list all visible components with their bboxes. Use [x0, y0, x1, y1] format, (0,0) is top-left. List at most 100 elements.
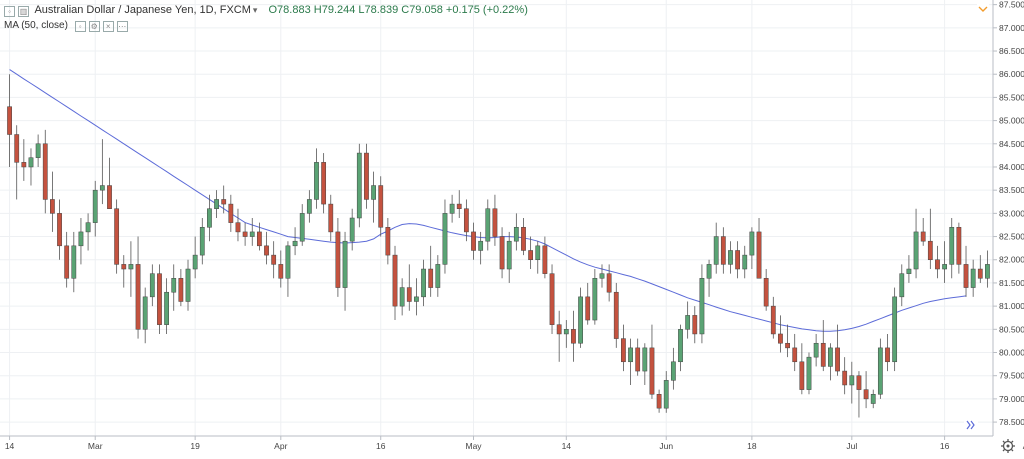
candle-body-down	[264, 245, 269, 256]
y-tick-label: 79.500	[999, 371, 1024, 381]
candle	[613, 282, 619, 348]
y-axis-labels[interactable]: 87.500 87.000 86.500 86.000 85.500 85.000 84.5…	[993, 0, 1024, 427]
scroll-right-icon[interactable]	[964, 418, 978, 432]
candle-body-up	[599, 273, 605, 279]
candle-body-up	[728, 250, 733, 265]
candle-body-up	[199, 227, 205, 256]
candle-body-down	[42, 143, 48, 200]
candle-body-up	[506, 240, 512, 270]
candle-body-up	[414, 296, 419, 302]
candle-body-up	[207, 208, 212, 228]
candle	[99, 139, 105, 205]
settings-small-icon[interactable]: ⚙	[88, 21, 100, 32]
candle	[385, 218, 391, 265]
candle-body-down	[242, 231, 248, 237]
candle-body-down	[920, 231, 926, 242]
candle	[628, 338, 633, 385]
candle-body-down	[121, 264, 127, 270]
candle-body-up	[535, 245, 541, 260]
y-tick-label: 78.500	[999, 417, 1024, 427]
candle	[378, 176, 384, 237]
candle-body-up	[742, 254, 748, 270]
candle-body-down	[613, 291, 619, 339]
candle-body-down	[471, 231, 476, 251]
candle	[7, 74, 12, 167]
candle	[164, 278, 169, 334]
candle	[642, 343, 648, 385]
more-icon[interactable]: ⋯	[116, 21, 128, 32]
candle-body-up	[663, 380, 669, 409]
y-tick-label: 84.500	[999, 139, 1024, 149]
candle-body-up	[78, 231, 84, 247]
candle	[535, 241, 541, 274]
candle	[842, 357, 848, 395]
candle	[806, 352, 812, 395]
candle	[64, 231, 70, 288]
candle	[763, 269, 769, 311]
candle	[885, 333, 890, 372]
candle	[513, 213, 519, 251]
candle	[863, 371, 869, 409]
symbol-title[interactable]: Australian Dollar / Japanese Yen, 1D, FX…	[34, 4, 251, 16]
symbol-legend[interactable]: ◦ ▥ Australian Dollar / Japanese Yen, 1D,…	[4, 4, 528, 17]
candle	[214, 190, 219, 218]
collapse-icon[interactable]	[977, 4, 989, 16]
candle	[478, 231, 484, 265]
x-tick-label: Jul	[846, 441, 857, 451]
ma-label[interactable]: MA (50, close)	[4, 20, 68, 31]
candle	[271, 241, 277, 279]
candle	[199, 218, 205, 265]
candle-body-down	[221, 199, 227, 205]
candle	[499, 227, 505, 279]
close-icon[interactable]: ×	[102, 21, 114, 32]
candle	[927, 208, 933, 270]
candle	[656, 389, 662, 413]
candle-body-up	[356, 152, 362, 219]
bars-icon[interactable]: ▥	[18, 6, 29, 17]
candle	[685, 301, 691, 339]
low-value: L78.839	[358, 4, 399, 16]
y-tick-label: 84.000	[999, 162, 1024, 172]
candle-body-up	[192, 254, 198, 270]
candle	[428, 245, 434, 297]
candle-body-down	[977, 268, 983, 279]
candle	[157, 264, 162, 334]
candle	[813, 333, 819, 367]
candle-body-up	[485, 208, 491, 242]
candle	[956, 222, 962, 274]
candle	[135, 236, 141, 339]
candle	[785, 324, 790, 358]
candle-body-down	[585, 296, 591, 321]
chevron-down-icon[interactable]: ▾	[252, 5, 258, 15]
candle-body-up	[670, 361, 676, 381]
candle-body-up	[870, 394, 876, 404]
candle-body-up	[892, 296, 898, 363]
candle	[142, 287, 148, 344]
candle	[792, 333, 798, 372]
ma-legend[interactable]: MA (50, close) ◦ ⚙ × ⋯	[4, 20, 131, 32]
candle	[985, 250, 990, 288]
gear-icon[interactable]	[1001, 439, 1015, 453]
candle-body-up	[942, 264, 947, 270]
candle	[71, 231, 77, 293]
candle-body-up	[628, 347, 633, 363]
candle	[356, 143, 362, 228]
candle	[321, 153, 327, 214]
candle	[970, 259, 976, 297]
candle	[314, 148, 319, 209]
eye-icon[interactable]: ◦	[4, 6, 15, 17]
candle-body-down	[635, 347, 641, 372]
candle	[706, 259, 712, 297]
candle-body-down	[428, 268, 434, 288]
candle	[735, 241, 741, 279]
candle	[149, 264, 155, 307]
candle	[571, 310, 576, 362]
candle	[35, 134, 41, 167]
eye-icon[interactable]: ◦	[74, 21, 86, 32]
candle-body-up	[985, 264, 990, 279]
candle-body-down	[328, 203, 334, 233]
x-axis-labels[interactable]: 14Mar19Apr16May14Jun18Jul16Aug20Sep17Oct…	[5, 436, 1024, 451]
candle-body-down	[549, 273, 555, 325]
